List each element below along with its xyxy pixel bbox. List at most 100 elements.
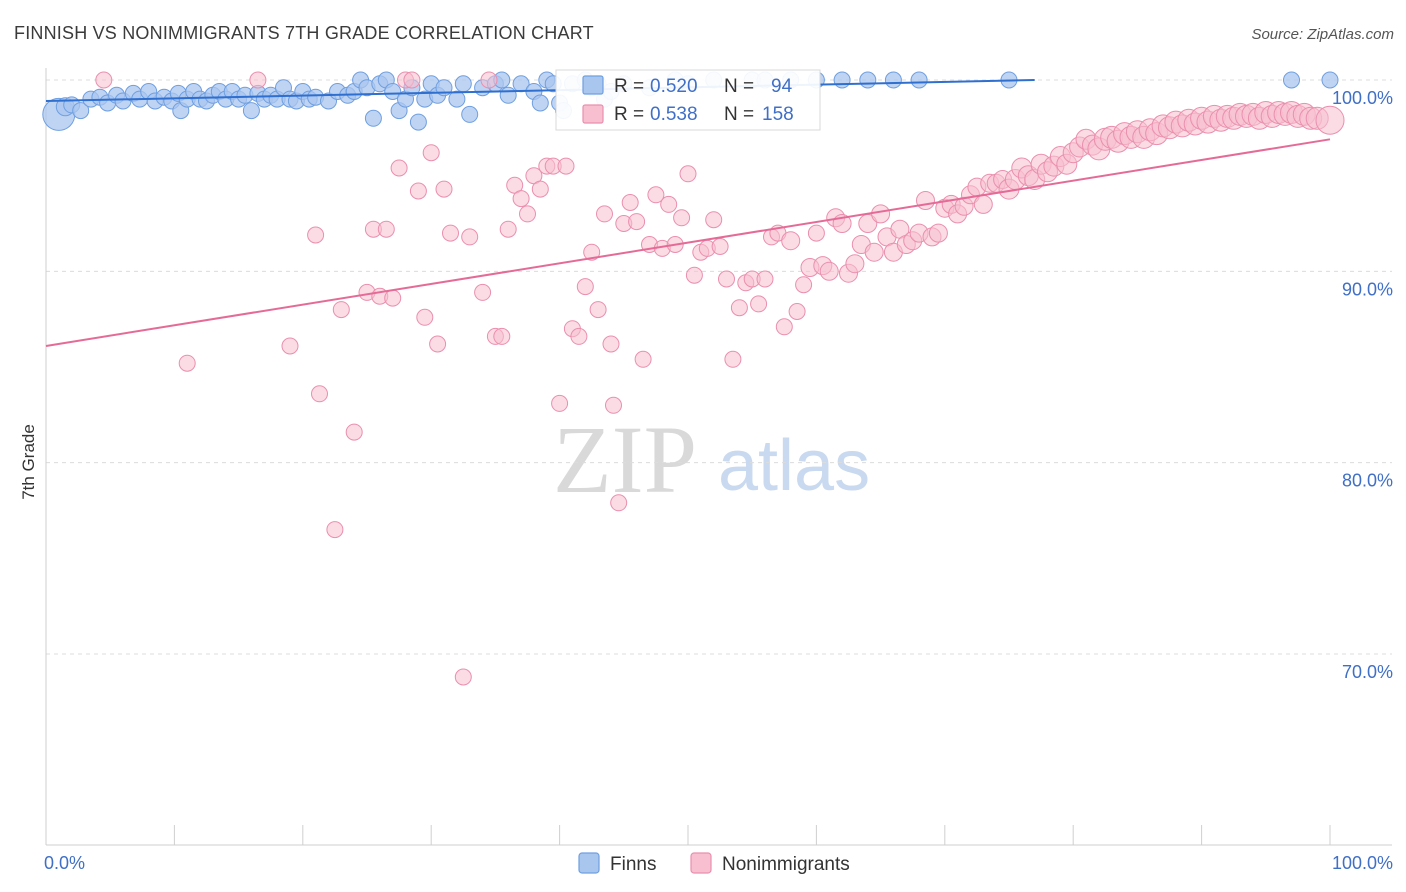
stats-non-r-label: R = bbox=[614, 104, 644, 125]
point-nonimmigrants-66 bbox=[730, 299, 748, 317]
axis-layer bbox=[45, 68, 1392, 846]
point-nonimmigrants-38 bbox=[557, 157, 575, 175]
stats-box: R = 0.520 N = 94 R = 0.538 N = 158 bbox=[555, 69, 821, 131]
stats-finns-r-value: 0.520 bbox=[650, 76, 698, 97]
point-finns-44 bbox=[364, 109, 382, 127]
point-nonimmigrants-6 bbox=[326, 521, 344, 539]
point-nonimmigrants-17 bbox=[409, 182, 427, 200]
point-nonimmigrants-13 bbox=[384, 289, 402, 307]
point-nonimmigrants-26 bbox=[480, 71, 498, 89]
y-tick-label-90: 90.0% bbox=[1342, 279, 1393, 299]
stats-non-n-label: N = bbox=[724, 104, 754, 125]
point-nonimmigrants-40 bbox=[570, 327, 588, 345]
point-nonimmigrants-78 bbox=[807, 224, 825, 242]
stats-swatch-finns bbox=[582, 75, 604, 95]
legend: Finns Nonimmigrants bbox=[578, 852, 850, 875]
y-tick-label-70: 70.0% bbox=[1342, 662, 1393, 682]
point-nonimmigrants-21 bbox=[435, 180, 453, 198]
point-nonimmigrants-1 bbox=[178, 354, 196, 372]
point-nonimmigrants-47 bbox=[610, 494, 628, 512]
point-nonimmigrants-157 bbox=[1315, 105, 1345, 135]
point-nonimmigrants-22 bbox=[442, 224, 459, 242]
point-nonimmigrants-76 bbox=[795, 276, 813, 294]
point-nonimmigrants-59 bbox=[685, 266, 703, 284]
point-nonimmigrants-57 bbox=[673, 209, 691, 227]
point-nonimmigrants-104 bbox=[973, 194, 993, 214]
point-nonimmigrants-64 bbox=[718, 270, 735, 288]
point-nonimmigrants-0 bbox=[95, 71, 113, 89]
point-nonimmigrants-73 bbox=[775, 318, 793, 336]
point-nonimmigrants-32 bbox=[519, 205, 536, 223]
point-nonimmigrants-23 bbox=[454, 668, 472, 686]
y-axis-label: 7th Grade bbox=[19, 424, 38, 500]
point-nonimmigrants-95 bbox=[916, 191, 935, 210]
point-finns-90 bbox=[1283, 71, 1300, 89]
point-nonimmigrants-20 bbox=[429, 335, 447, 353]
point-finns-87 bbox=[884, 71, 902, 89]
point-nonimmigrants-2 bbox=[249, 71, 267, 89]
point-nonimmigrants-53 bbox=[647, 186, 665, 204]
stats-finns-n-value: 94 bbox=[771, 76, 793, 97]
legend-label-nonimmigrants: Nonimmigrants bbox=[722, 854, 850, 875]
stats-non-n-value: 158 bbox=[762, 104, 794, 125]
point-nonimmigrants-14 bbox=[390, 159, 408, 177]
point-nonimmigrants-65 bbox=[724, 350, 742, 368]
watermark-zip: ZIP bbox=[553, 406, 697, 513]
point-finns-86 bbox=[859, 71, 877, 89]
point-finns-51 bbox=[409, 113, 427, 131]
watermark-atlas: atlas bbox=[718, 426, 870, 506]
point-nonimmigrants-51 bbox=[634, 350, 652, 368]
point-nonimmigrants-41 bbox=[576, 278, 594, 296]
point-nonimmigrants-7 bbox=[332, 301, 350, 319]
trend-line-finns bbox=[45, 79, 1035, 103]
point-finns-85 bbox=[833, 71, 851, 89]
series-nonimmigrants bbox=[95, 71, 1345, 686]
stats-finns-n-label: N = bbox=[724, 76, 754, 97]
point-finns-88 bbox=[910, 71, 928, 89]
point-nonimmigrants-58 bbox=[679, 165, 697, 183]
point-nonimmigrants-46 bbox=[605, 396, 622, 414]
stats-non-r-value: 0.538 bbox=[650, 104, 698, 125]
point-nonimmigrants-24 bbox=[461, 228, 479, 246]
point-nonimmigrants-44 bbox=[596, 205, 613, 223]
trend-lines bbox=[45, 79, 1331, 347]
stats-finns-r-label: R = bbox=[614, 76, 644, 97]
point-nonimmigrants-49 bbox=[621, 194, 639, 211]
point-nonimmigrants-87 bbox=[864, 242, 884, 262]
point-nonimmigrants-12 bbox=[377, 220, 395, 238]
y-tick-labels: 100.0% 90.0% 80.0% 70.0% bbox=[1332, 88, 1393, 682]
trend-line-nonimmigrants bbox=[45, 138, 1331, 347]
point-nonimmigrants-80 bbox=[819, 261, 839, 281]
point-finns-47 bbox=[384, 83, 402, 100]
point-nonimmigrants-55 bbox=[660, 195, 678, 213]
point-nonimmigrants-97 bbox=[928, 223, 948, 243]
point-nonimmigrants-8 bbox=[345, 423, 363, 441]
point-nonimmigrants-19 bbox=[422, 144, 440, 162]
stats-swatch-nonimmigrants bbox=[582, 104, 604, 124]
point-finns-57 bbox=[454, 75, 472, 93]
point-nonimmigrants-62 bbox=[705, 211, 723, 229]
y-tick-label-80: 80.0% bbox=[1342, 471, 1393, 491]
y-tick-label-100: 100.0% bbox=[1332, 88, 1393, 108]
point-finns-27 bbox=[242, 102, 260, 120]
point-nonimmigrants-25 bbox=[474, 283, 492, 301]
point-nonimmigrants-70 bbox=[756, 270, 774, 288]
point-finns-91 bbox=[1321, 71, 1339, 89]
point-nonimmigrants-37 bbox=[551, 394, 569, 412]
point-nonimmigrants-5 bbox=[311, 385, 328, 403]
point-nonimmigrants-63 bbox=[711, 238, 729, 255]
legend-swatch-nonimmigrants bbox=[690, 852, 712, 874]
grid-layer bbox=[46, 79, 1392, 655]
point-nonimmigrants-74 bbox=[781, 231, 801, 251]
point-nonimmigrants-31 bbox=[512, 190, 530, 208]
point-nonimmigrants-3 bbox=[281, 337, 299, 355]
legend-label-finns: Finns bbox=[610, 854, 656, 875]
point-nonimmigrants-28 bbox=[493, 327, 511, 345]
point-nonimmigrants-45 bbox=[602, 335, 620, 353]
point-nonimmigrants-34 bbox=[531, 180, 549, 198]
legend-swatch-finns bbox=[578, 852, 600, 874]
point-nonimmigrants-16 bbox=[403, 71, 421, 89]
point-nonimmigrants-42 bbox=[583, 243, 601, 261]
point-nonimmigrants-43 bbox=[589, 301, 607, 319]
chart-title: FINNISH VS NONIMMIGRANTS 7TH GRADE CORRE… bbox=[14, 23, 594, 43]
